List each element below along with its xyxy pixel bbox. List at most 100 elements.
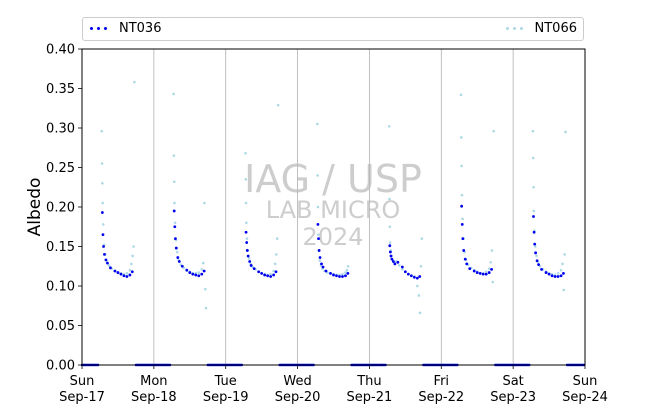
point-nt066: [273, 262, 277, 266]
point-nt066: [276, 103, 280, 107]
point-nt036: [200, 272, 204, 276]
point-nt066: [204, 306, 208, 310]
point-nt036: [344, 274, 347, 278]
point-nt036: [246, 254, 250, 258]
x-tick-day: Sun: [573, 374, 598, 389]
point-nt036: [481, 272, 485, 276]
point-nt036: [409, 274, 413, 278]
legend-label-nt066: NT066: [534, 21, 577, 36]
point-nt066: [269, 272, 272, 276]
point-nt066: [418, 311, 422, 315]
y-tick-label: 0.25: [46, 161, 75, 176]
point-nt036: [106, 261, 109, 265]
point-nt036: [119, 272, 123, 276]
point-nt066: [316, 122, 319, 126]
point-nt036: [316, 222, 320, 226]
point-nt066: [388, 197, 391, 201]
point-nt066: [345, 268, 349, 272]
point-nt036: [202, 269, 206, 273]
point-nt066: [130, 262, 133, 266]
x-tick-date: Sep-23: [490, 390, 536, 405]
point-nt066: [341, 272, 344, 276]
point-nt066: [100, 129, 104, 133]
point-nt066: [484, 270, 488, 274]
point-nt036: [465, 262, 469, 266]
y-tick-label: 0.30: [46, 122, 75, 137]
x-tick-day: Sun: [70, 374, 95, 389]
point-nt036: [390, 257, 394, 261]
legend-marker-nt036: [90, 27, 107, 30]
point-nt036: [103, 253, 106, 256]
point-nt066: [101, 223, 105, 226]
legend-item-nt036: NT036: [90, 21, 161, 36]
point-nt066: [532, 185, 535, 189]
point-nt036: [100, 211, 104, 214]
x-tick-date: Sep-20: [275, 390, 321, 405]
point-nt036: [191, 272, 195, 276]
point-nt066: [172, 154, 176, 157]
point-nt066: [563, 253, 566, 256]
y-tick-label: 0.15: [46, 240, 75, 255]
legend-item-nt066: NT066: [505, 21, 577, 36]
point-nt066: [417, 294, 421, 297]
point-nt066: [316, 233, 320, 236]
point-nt066: [561, 262, 564, 266]
point-nt036: [128, 273, 132, 277]
point-nt036: [537, 263, 540, 267]
point-nt066: [460, 136, 463, 139]
point-nt036: [113, 269, 117, 273]
point-nt036: [174, 246, 178, 250]
y-tick-label: 0.05: [46, 319, 75, 334]
point-nt036: [534, 251, 537, 255]
point-nt036: [317, 249, 321, 252]
point-nt036: [104, 258, 108, 262]
point-nt066: [201, 261, 205, 265]
point-nt066: [344, 271, 347, 274]
point-nt036: [317, 237, 320, 241]
x-tick-date: Sep-18: [131, 390, 177, 405]
point-nt066: [131, 254, 134, 258]
point-nt066: [316, 174, 319, 177]
point-nt036: [559, 274, 563, 278]
point-nt036: [406, 272, 410, 276]
point-nt036: [245, 241, 249, 244]
point-nt066: [559, 268, 563, 272]
point-nt066: [460, 164, 463, 168]
point-nt066: [318, 259, 322, 263]
point-nt036: [174, 237, 177, 241]
point-nt066: [244, 151, 247, 155]
point-nt036: [391, 260, 395, 263]
point-nt066: [203, 201, 206, 205]
point-nt036: [130, 270, 134, 274]
point-nt066: [401, 268, 404, 271]
point-nt066: [533, 245, 537, 248]
point-nt066: [101, 182, 104, 185]
point-nt036: [418, 275, 422, 278]
point-nt036: [274, 270, 278, 274]
point-nt066: [487, 267, 491, 270]
x-tick-day: Mon: [140, 374, 167, 389]
point-nt066: [346, 264, 350, 268]
point-nt036: [341, 275, 344, 278]
point-nt036: [540, 268, 543, 271]
point-nt066: [387, 125, 391, 128]
point-nt036: [101, 233, 105, 237]
point-nt036: [188, 271, 192, 274]
point-nt036: [460, 222, 464, 226]
point-nt066: [531, 156, 535, 160]
point-nt066: [388, 241, 392, 244]
point-nt036: [122, 274, 126, 278]
x-tick-day: Thu: [356, 374, 381, 389]
point-nt036: [463, 257, 467, 261]
point-nt036: [248, 260, 252, 263]
point-nt066: [173, 221, 177, 225]
point-nt036: [269, 275, 273, 278]
point-nt036: [318, 256, 322, 259]
point-nt036: [533, 242, 537, 246]
point-nt036: [550, 274, 554, 278]
grid-layer: [153, 49, 514, 365]
point-nt036: [102, 245, 105, 248]
point-nt066: [172, 180, 176, 184]
point-nt036: [197, 274, 201, 278]
